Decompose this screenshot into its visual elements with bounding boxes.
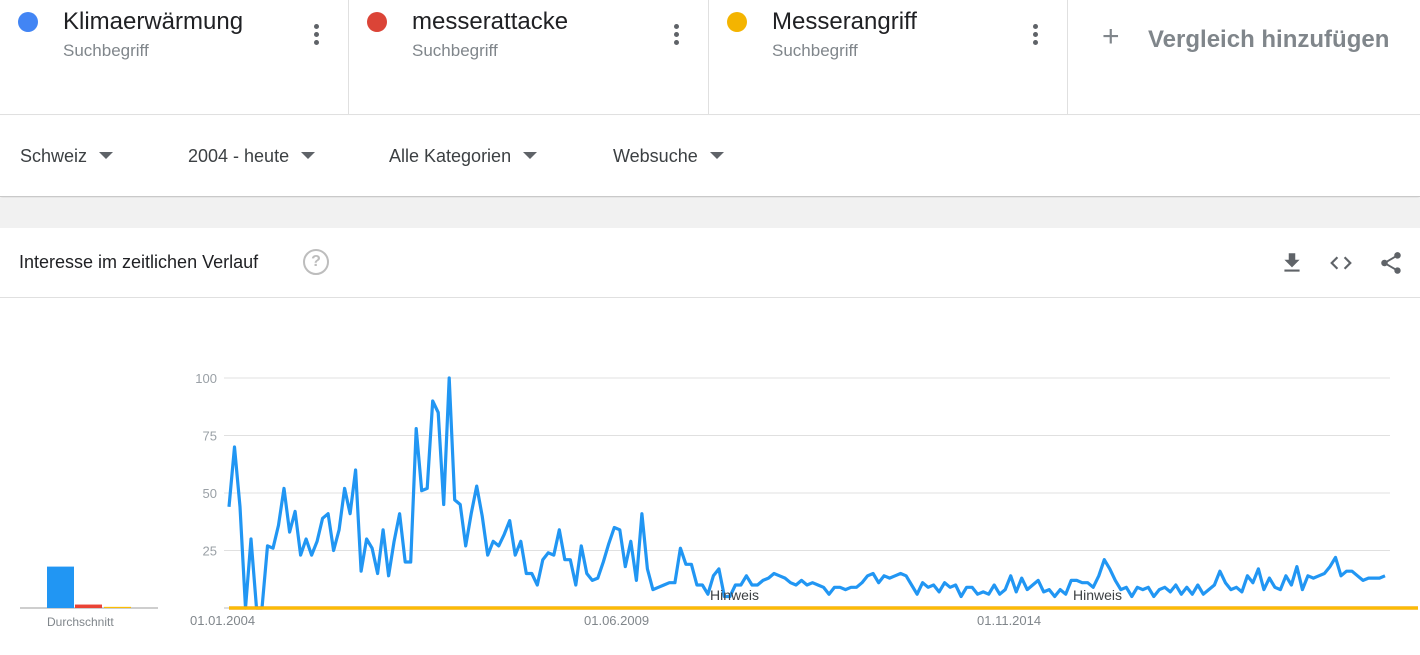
help-icon[interactable]: ?: [303, 249, 329, 275]
filter-bar: Schweiz 2004 - heute Alle Kategorien Web…: [0, 116, 1420, 197]
embed-icon[interactable]: [1328, 250, 1354, 276]
dropdown-arrow-icon: [99, 151, 114, 159]
term-card-2[interactable]: messerattacke Suchbegriff: [349, 0, 709, 115]
series-color-dot: [18, 12, 38, 32]
term-name[interactable]: Klimaerwärmung: [63, 8, 244, 35]
average-bar-chart: Durchschnitt: [20, 566, 158, 629]
y-tick-label: 100: [195, 371, 217, 386]
region-dropdown[interactable]: Schweiz: [20, 146, 114, 167]
timeframe-value: 2004 - heute: [188, 146, 290, 166]
term-type: Suchbegriff: [63, 41, 149, 60]
term-type: Suchbegriff: [772, 41, 858, 60]
section-divider: [0, 198, 1420, 228]
more-vert-icon[interactable]: [674, 24, 680, 48]
chart-grid: 25 50 75 100: [195, 371, 1390, 609]
add-comparison-button[interactable]: + Vergleich hinzufügen: [1068, 0, 1420, 115]
interest-over-time-header: Interesse im zeitlichen Verlauf ?: [0, 228, 1420, 298]
annotation-note: Hinweis: [1073, 587, 1122, 603]
y-tick-label: 75: [203, 429, 217, 444]
term-name[interactable]: messerattacke: [412, 8, 569, 35]
search-type-dropdown[interactable]: Websuche: [613, 146, 724, 167]
more-vert-icon[interactable]: [314, 24, 320, 48]
y-tick-label: 25: [203, 544, 217, 559]
chart-series[interactable]: [227, 376, 1418, 610]
term-type: Suchbegriff: [412, 41, 498, 60]
term-card-1[interactable]: Klimaerwärmung Suchbegriff: [0, 0, 349, 115]
interest-over-time-chart: Durchschnitt 25 50 75 100 01.01.2004 01.06.2…: [0, 298, 1420, 650]
average-bar-3: [104, 606, 131, 608]
average-label: Durchschnitt: [47, 615, 114, 629]
line-chart-svg: Durchschnitt 25 50 75 100 01.01.2004 01.06.2…: [20, 371, 1418, 629]
x-tick-label: 01.11.2014: [977, 613, 1041, 628]
plus-icon: +: [1102, 20, 1120, 53]
card-title: Interesse im zeitlichen Verlauf: [19, 252, 259, 272]
y-tick-label: 50: [203, 486, 217, 501]
chart-labels: 01.01.2004 01.06.2009 01.11.2014 Hinweis Hin…: [190, 587, 1122, 628]
x-tick-label: 01.06.2009: [584, 613, 649, 628]
average-bar-2: [75, 604, 102, 608]
download-icon[interactable]: [1279, 250, 1305, 276]
dropdown-arrow-icon: [523, 151, 538, 159]
more-vert-icon[interactable]: [1033, 24, 1039, 48]
category-dropdown[interactable]: Alle Kategorien: [389, 146, 538, 167]
term-card-3[interactable]: Messerangriff Suchbegriff: [709, 0, 1068, 115]
category-value: Alle Kategorien: [389, 146, 512, 166]
dropdown-arrow-icon: [709, 151, 724, 159]
share-icon[interactable]: [1378, 250, 1404, 276]
average-bar-1: [47, 566, 74, 608]
series-color-dot: [367, 12, 387, 32]
region-value: Schweiz: [20, 146, 88, 166]
add-comparison-label: Vergleich hinzufügen: [1148, 26, 1390, 53]
timeframe-dropdown[interactable]: 2004 - heute: [188, 146, 316, 167]
search-type-value: Websuche: [613, 146, 698, 166]
series-color-dot: [727, 12, 747, 32]
dropdown-arrow-icon: [301, 151, 316, 159]
annotation-note: Hinweis: [710, 587, 759, 603]
term-name[interactable]: Messerangriff: [772, 8, 917, 35]
x-tick-label: 01.01.2004: [190, 613, 255, 628]
series-line-1[interactable]: [227, 376, 1386, 610]
term-comparison-bar: Klimaerwärmung Suchbegriff messerattacke…: [0, 0, 1420, 115]
